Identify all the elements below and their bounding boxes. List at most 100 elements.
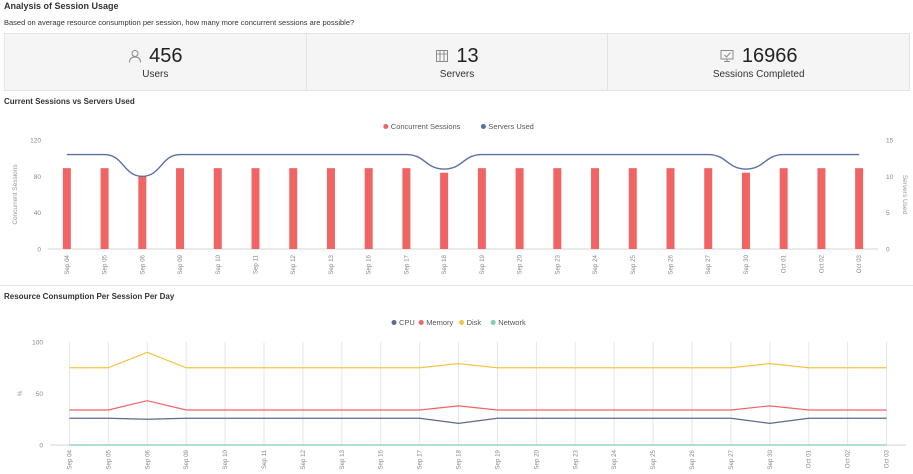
x-tick-label: Sep 17 [417,449,424,469]
page-subtitle: Based on average resource consumption pe… [4,18,355,27]
y-tick-label: 100 [32,340,43,347]
x-tick-label: Sep 27 [705,254,712,274]
x-tick-label: Sep 12 [300,449,307,469]
y-right-axis-label: Servers Used [901,175,908,215]
sessions-completed-label: Sessions Completed [712,69,805,80]
x-tick-label: Sep 27 [728,449,735,469]
legend-label: Servers Used [488,122,533,131]
x-tick-label: Sep 18 [441,254,448,274]
legend-marker [383,124,389,129]
series-line-memory [69,400,887,411]
x-tick-label: Sep 13 [339,449,346,469]
chart1-title: Current Sessions vs Servers Used [4,97,135,106]
legend-marker [391,320,397,325]
bar [741,172,750,249]
y-tick-label: 120 [30,138,41,145]
x-tick-label: Sep 12 [290,254,297,274]
x-tick-label: Sep 10 [222,449,229,469]
legend-marker [418,320,424,325]
bar [176,168,185,249]
y-right-tick-label: 15 [886,138,894,145]
stats-panel: 456 Users 13 Servers 16966 Sessions Comp… [4,33,910,91]
x-tick-label: Sep 11 [261,449,268,469]
x-tick-label: Sep 04 [64,254,71,274]
bar [591,168,600,249]
user-icon [128,49,142,63]
legend-label: Memory [426,318,453,327]
bar [553,168,562,249]
bar [364,168,373,249]
x-tick-label: Oct 02 [845,449,852,468]
y-tick-label: 40 [34,210,42,217]
x-tick-label: Sep 26 [689,449,696,469]
sessions-servers-chart: Concurrent Sessions Servers Used 0 40 80 120 0… [12,122,908,275]
resource-consumption-chart: CPU Memory Disk Network 0 50 100% Sep 04 Sep 05 S… [17,318,906,470]
bar [628,168,637,249]
y-axis-label: Concurrent Sessions [12,164,19,225]
y-right-tick-label: 5 [886,210,890,217]
x-tick-label: Oct 02 [818,254,825,273]
x-tick-label: Sep 10 [215,254,222,274]
x-tick-label: Sep 20 [517,254,524,274]
x-tick-label: Sep 17 [403,254,410,274]
x-tick-label: Sep 06 [144,449,151,469]
bar [666,168,675,249]
section-divider [0,285,913,286]
y-tick-label: 50 [36,391,44,398]
stat-users: 456 Users [5,34,307,90]
bar [62,168,71,249]
y-right-tick-label: 0 [886,247,890,254]
x-tick-label: Sep 18 [456,449,463,469]
x-tick-label: Sep 25 [650,449,657,469]
bar [213,168,222,249]
users-count: 456 [149,45,183,67]
stat-servers: 13 Servers [307,34,609,90]
x-tick-label: Sep 06 [139,254,146,274]
x-tick-label: Sep 16 [366,254,373,274]
bar [138,176,147,249]
y-tick-label: 0 [37,247,41,254]
y-right-tick-label: 10 [886,174,894,181]
x-tick-label: Sep 19 [494,449,501,469]
series-line-disk [69,351,887,369]
x-tick-label: Sep 26 [668,254,675,274]
x-tick-label: Sep 24 [592,254,599,274]
bar [326,168,335,249]
x-tick-label: Sep 04 [66,449,73,469]
x-tick-label: Oct 03 [856,254,863,273]
x-tick-label: Sep 30 [767,449,774,469]
legend-marker [480,124,486,129]
y-tick-label: 0 [39,443,43,450]
server-icon [435,49,449,63]
bar [515,168,524,249]
page-title: Analysis of Session Usage [4,1,119,11]
bar [402,168,411,249]
legend-marker [459,320,465,325]
stat-sessions-completed: 16966 Sessions Completed [608,34,909,90]
legend-label: CPU [399,318,415,327]
bar [477,168,486,249]
legend-marker [490,320,496,325]
x-tick-label: Sep 13 [328,254,335,274]
x-tick-label: Oct 03 [884,449,891,468]
x-tick-label: Sep 09 [183,449,190,469]
x-tick-label: Sep 16 [378,449,385,469]
legend-label: Network [498,318,526,327]
bar [100,168,109,249]
y-axis-label: % [17,390,24,396]
bar [855,168,864,249]
sessions-completed-count: 16966 [741,45,798,67]
bar [251,168,260,249]
x-tick-label: Oct 01 [781,254,788,273]
servers-used-line [66,153,860,178]
series-line-cpu [69,417,887,424]
bar [779,168,788,249]
x-tick-label: Sep 20 [533,449,540,469]
x-tick-label: Sep 09 [177,254,184,274]
bar [440,172,449,249]
bar [704,168,713,249]
bar [289,168,298,249]
y-tick-label: 80 [34,174,42,181]
x-tick-label: Sep 30 [743,254,750,274]
servers-count: 13 [456,45,479,67]
